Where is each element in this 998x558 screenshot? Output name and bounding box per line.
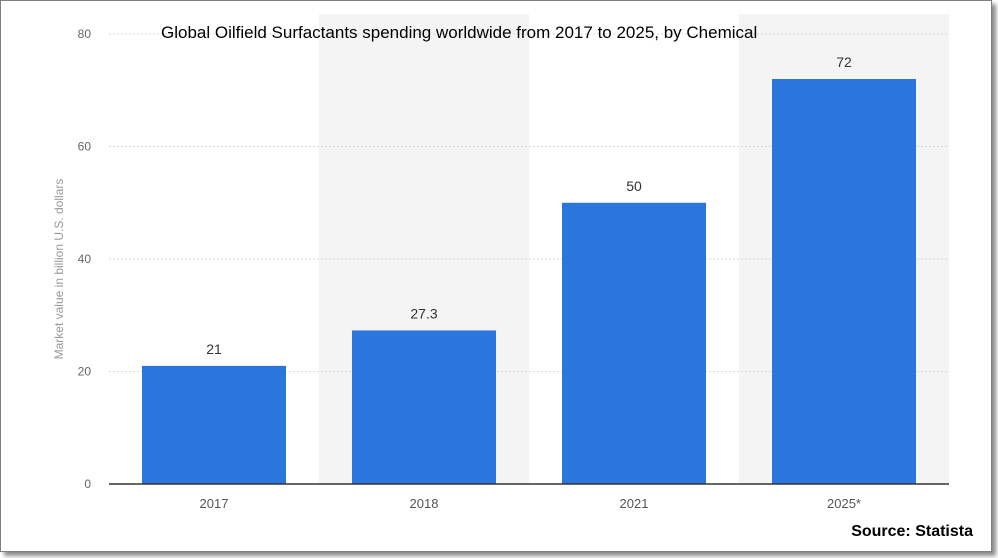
y-axis-label: Market value in billion U.S. dollars [52,179,66,360]
x-tick-label: 2018 [410,496,439,511]
chart-title: Global Oilfield Surfactants spending wor… [161,23,758,42]
data-label: 21 [206,341,222,357]
y-tick-label: 0 [84,477,91,491]
bars [142,79,916,484]
data-label: 27.3 [410,305,437,321]
source-label: Source: Statista [851,523,973,540]
data-label: 50 [626,178,642,194]
x-tick-label: 2021 [620,496,649,511]
y-tick-label: 20 [78,365,92,379]
y-tick-label: 60 [78,140,92,154]
data-labels: 21 27.3 50 72 [206,54,852,357]
y-axis-ticks: 0 20 40 60 80 [78,27,92,491]
y-tick-label: 80 [78,27,92,41]
x-tick-label: 2025* [827,496,861,511]
x-axis-categories: 2017 2018 2021 2025* [200,496,861,511]
bar [772,79,916,484]
x-tick-label: 2017 [200,496,229,511]
data-label: 72 [836,54,852,70]
bar-chart: 0 20 40 60 80 21 27.3 50 72 2017 2018 2021 2025* M… [52,14,949,511]
bar [142,365,286,484]
bar [562,202,706,484]
y-tick-label: 40 [78,252,92,266]
bar [352,330,496,484]
